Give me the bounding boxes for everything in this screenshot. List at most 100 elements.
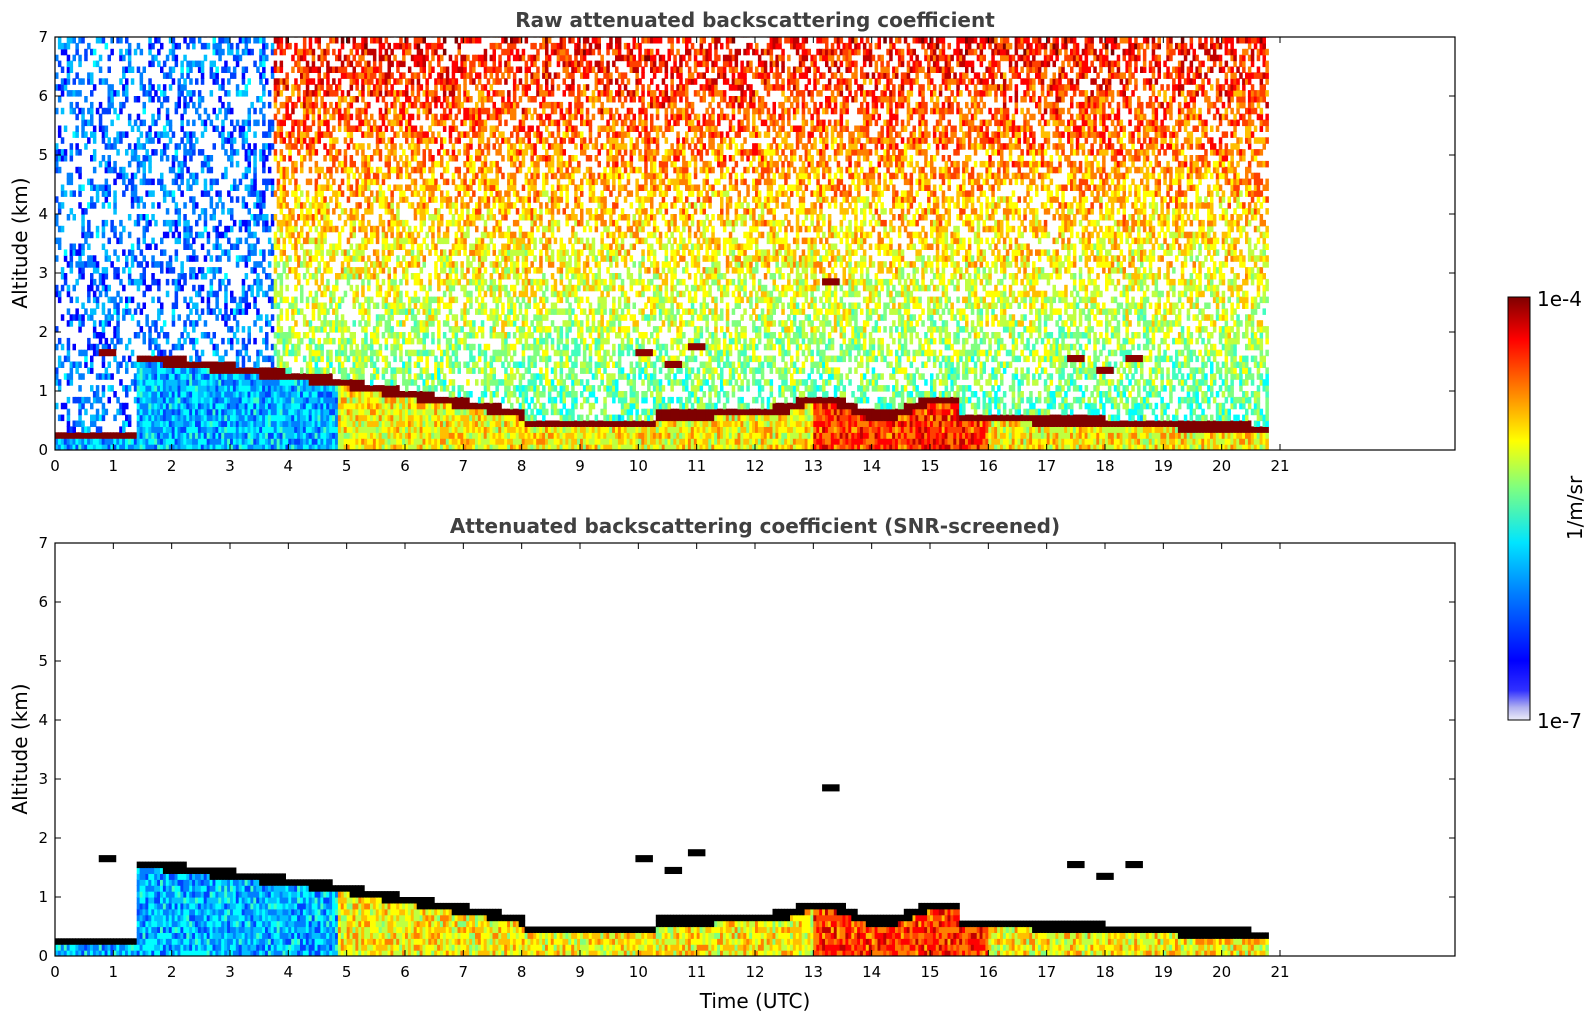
heatmap-cell [215, 396, 219, 404]
heatmap-cell [399, 231, 403, 239]
heatmap-cell [378, 314, 383, 321]
heatmap-cell [148, 385, 152, 392]
heatmap-cell [273, 420, 278, 427]
heatmap-cell [212, 267, 216, 274]
heatmap-cell [171, 373, 176, 380]
heatmap-cell [171, 231, 176, 239]
heatmap-cell [390, 314, 394, 321]
heatmap-cell [238, 438, 243, 445]
heatmap-cell [136, 426, 141, 433]
heatmap-cell [145, 414, 149, 422]
heatmap-cell [168, 37, 173, 44]
heatmap-cell [60, 432, 65, 439]
heatmap-cell [422, 219, 426, 227]
heatmap-cell [107, 143, 111, 150]
heatmap-cell [265, 54, 269, 62]
heatmap-cell [215, 361, 219, 368]
heatmap-cell [384, 84, 389, 91]
heatmap-cell [387, 155, 391, 162]
heatmap-cell [244, 42, 249, 50]
heatmap-cell [224, 373, 228, 380]
heatmap-cell [349, 84, 354, 91]
heatmap-cell [329, 361, 333, 368]
heatmap-cell [361, 314, 365, 321]
heatmap-cell [209, 420, 214, 427]
heatmap-cell [326, 78, 330, 85]
heatmap-cell [60, 343, 65, 351]
heatmap-cell [314, 296, 319, 304]
heatmap-cell [291, 225, 295, 233]
heatmap-cell [92, 414, 97, 422]
heatmap-cell [265, 314, 269, 321]
heatmap-cell [399, 278, 403, 286]
heatmap-cell [203, 54, 208, 62]
heatmap-cell [434, 113, 438, 121]
heatmap-cell [148, 396, 152, 404]
heatmap-cell [171, 155, 176, 162]
heatmap-cell [203, 332, 208, 339]
heatmap-cell [244, 308, 249, 315]
heatmap-cell [203, 184, 208, 191]
heatmap-cell [311, 308, 316, 315]
heatmap-cell [308, 42, 313, 50]
heatmap-cell [410, 249, 415, 256]
heatmap-cell [212, 391, 216, 398]
heatmap-cell [87, 444, 91, 450]
heatmap-cell [326, 72, 330, 79]
heatmap-cell [308, 48, 313, 56]
heatmap-cell [262, 101, 266, 109]
heatmap-cell [343, 290, 348, 298]
heatmap-cell [276, 84, 281, 91]
heatmap-cell [139, 355, 144, 363]
heatmap-cell [279, 255, 284, 262]
heatmap-cell [270, 119, 275, 127]
heatmap-cell [104, 373, 109, 380]
heatmap-cell [396, 391, 400, 398]
heatmap-cell [241, 432, 246, 439]
heatmap-cell [291, 396, 295, 404]
heatmap-cell [72, 426, 76, 433]
heatmap-cell [206, 166, 211, 174]
heatmap-cell [215, 225, 219, 233]
heatmap-cell [273, 237, 278, 245]
heatmap-cell [378, 196, 383, 203]
heatmap-cell [361, 396, 365, 404]
heatmap-cell [200, 420, 205, 427]
heatmap-cell [78, 184, 82, 191]
heatmap-cell [247, 160, 251, 168]
heatmap-cell [130, 379, 135, 386]
heatmap-cell [270, 125, 275, 132]
heatmap-cell [381, 42, 386, 50]
heatmap-cell [183, 326, 187, 333]
heatmap-cell [186, 184, 190, 191]
heatmap-cell [136, 302, 141, 309]
heatmap-cell [218, 255, 222, 262]
heatmap-cell [384, 37, 389, 44]
heatmap-cell [419, 243, 424, 250]
heatmap-cell [370, 296, 374, 304]
heatmap-cell [349, 113, 354, 121]
heatmap-cell [209, 408, 214, 416]
heatmap-cell [101, 385, 106, 392]
heatmap-cell [262, 255, 266, 262]
heatmap-cell [437, 208, 441, 215]
heatmap-cell [410, 308, 415, 315]
heatmap-cell [171, 37, 176, 44]
heatmap-cell [151, 178, 155, 186]
heatmap-cell [148, 343, 152, 351]
heatmap-cell [136, 379, 141, 386]
heatmap-cell [95, 267, 100, 274]
heatmap-cell [90, 48, 94, 56]
heatmap-cell [186, 379, 190, 386]
heatmap-cell [113, 308, 117, 315]
heatmap-cell [104, 219, 109, 227]
heatmap-cell [151, 60, 155, 68]
heatmap-cell [195, 290, 199, 298]
heatmap-cell [361, 37, 365, 44]
heatmap-cell [221, 208, 225, 215]
heatmap-cell [425, 208, 429, 215]
heatmap-cell [282, 243, 286, 250]
heatmap-cell [361, 355, 365, 363]
heatmap-cell [212, 385, 216, 392]
heatmap-cell [177, 314, 181, 321]
